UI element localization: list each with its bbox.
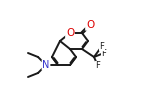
Text: F: F <box>96 61 100 70</box>
Text: O: O <box>66 28 74 38</box>
Text: N: N <box>42 60 50 70</box>
Text: O: O <box>86 20 94 30</box>
Text: F: F <box>102 49 106 58</box>
Text: F: F <box>100 41 104 50</box>
